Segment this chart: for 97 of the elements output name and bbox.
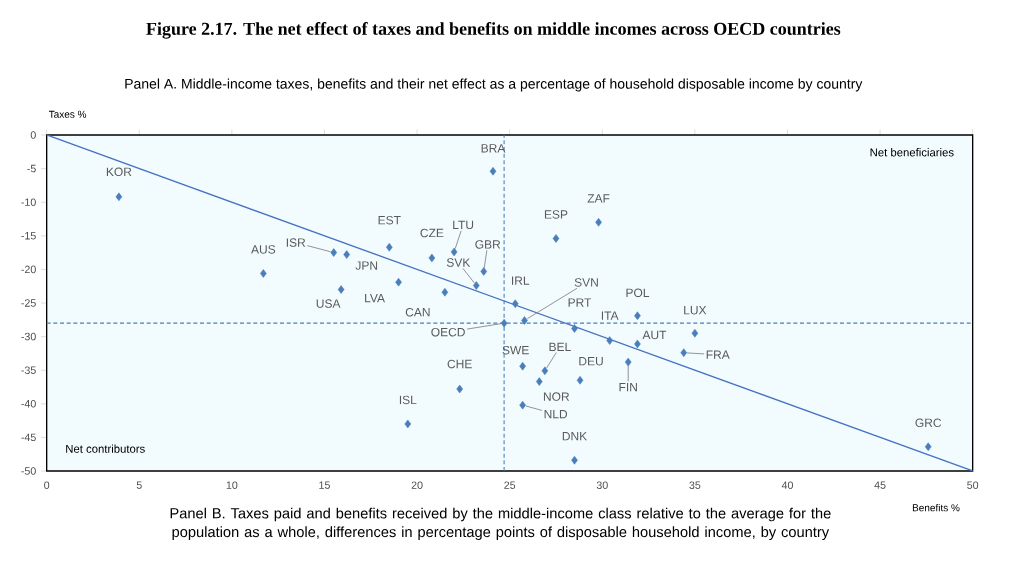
x-axis-title: Benefits % <box>912 503 960 512</box>
point <box>395 277 402 287</box>
point <box>115 192 123 202</box>
annotation: AUS <box>251 245 276 254</box>
annotation: ITA <box>601 311 619 320</box>
y-axis-title: Taxes % <box>48 110 87 118</box>
annotation: DNK <box>562 432 588 441</box>
y-tick-label: -40 <box>21 400 36 408</box>
annotation: KOR <box>106 167 132 177</box>
point <box>260 269 267 278</box>
annotation: LTU <box>453 220 474 230</box>
point <box>511 299 519 308</box>
point <box>634 311 641 321</box>
y-tick-label: -5 <box>27 164 36 173</box>
y-tick-label: -50 <box>21 467 36 475</box>
point <box>571 324 578 333</box>
point <box>500 318 508 328</box>
point <box>541 366 549 376</box>
point <box>480 267 488 276</box>
x-tick-label: 25 <box>504 481 516 489</box>
point <box>404 419 412 429</box>
point <box>606 336 613 345</box>
chart-title: Figure 2.17. The net effect of taxes and benefits on middle incomes across OECD countries <box>146 22 841 39</box>
x-tick-label: 50 <box>967 481 979 489</box>
annotation: CHE <box>447 359 472 369</box>
point <box>489 167 497 176</box>
point <box>473 281 480 290</box>
annotation: SWE <box>502 345 529 355</box>
point <box>536 377 543 386</box>
annotation: NLD <box>544 410 568 419</box>
point <box>456 384 463 394</box>
annotation: CZE <box>420 228 444 238</box>
point <box>552 234 560 243</box>
annotation: BRA <box>481 144 506 153</box>
annotation: DEU <box>579 357 603 366</box>
annotation: POL <box>626 288 650 298</box>
x-tick-label: 0 <box>44 481 50 489</box>
annotation: PRT <box>568 298 592 307</box>
point <box>571 455 578 465</box>
annotation: GRC <box>915 418 942 428</box>
point <box>519 400 526 410</box>
point <box>343 250 350 259</box>
y-tick-label: -15 <box>21 232 36 240</box>
annotation: USA <box>316 299 341 308</box>
y-tick-label: -45 <box>21 433 36 442</box>
x-tick-label: 30 <box>596 481 608 489</box>
point <box>386 242 393 252</box>
x-tick-label: 40 <box>781 481 793 489</box>
point <box>450 247 458 257</box>
point <box>634 339 641 349</box>
annotation: IRL <box>512 276 530 285</box>
annotation: FIN <box>619 382 637 392</box>
annotation: ZAF <box>587 194 610 203</box>
x-tick-label: 35 <box>689 481 701 489</box>
annotation: BEL <box>549 342 571 351</box>
annotation: FRA <box>706 350 730 359</box>
annotation: LVA <box>365 294 385 303</box>
point <box>680 348 688 357</box>
annotation: CAN <box>405 307 430 317</box>
y-tick-label: -30 <box>21 332 36 341</box>
chart-subtitle: Panel A. Middle-income taxes, benefits and their net effect as a percentage of household disposable income by country <box>125 78 863 92</box>
point <box>691 328 699 338</box>
annotation: Net beneficiaries <box>870 148 954 157</box>
x-tick-label: 5 <box>136 481 142 489</box>
point <box>576 376 584 385</box>
annotation: NOR <box>543 392 570 401</box>
point <box>595 218 602 227</box>
x-tick-label: 15 <box>319 481 330 489</box>
x-tick-label: 10 <box>226 481 238 489</box>
annotation: ISL <box>399 395 417 405</box>
annotation: OECD <box>431 327 465 337</box>
annotation: JPN <box>355 261 378 270</box>
annotation: SVK <box>446 258 471 267</box>
annotation: SVN <box>574 278 598 287</box>
point <box>337 285 345 294</box>
annotation: EST <box>378 215 401 225</box>
point <box>330 248 337 257</box>
annotation: ISR <box>286 238 306 247</box>
y-tick-label: 0 <box>30 131 36 139</box>
point <box>441 287 449 297</box>
annotation: ESP <box>544 210 568 219</box>
annotation: LUX <box>684 306 707 315</box>
point <box>519 361 526 371</box>
point <box>924 442 932 452</box>
x-tick-label: 20 <box>411 481 423 489</box>
annotation: AUT <box>642 330 667 340</box>
y-tick-label: -35 <box>21 366 36 374</box>
x-tick-label: 45 <box>874 481 886 489</box>
point <box>624 357 632 367</box>
annotation: GBR <box>475 240 501 249</box>
point <box>428 253 436 263</box>
annotation: Net contributors <box>66 444 145 453</box>
y-tick-label: -10 <box>21 198 36 206</box>
y-tick-label: -20 <box>21 265 36 274</box>
text: Panel B. Taxes paid and benefits received by the middle-income class relative to the average for the population as a whole, differences in percentage points of disposable household income, by country <box>170 507 831 541</box>
point <box>521 316 528 325</box>
y-tick-label: -25 <box>21 299 36 307</box>
